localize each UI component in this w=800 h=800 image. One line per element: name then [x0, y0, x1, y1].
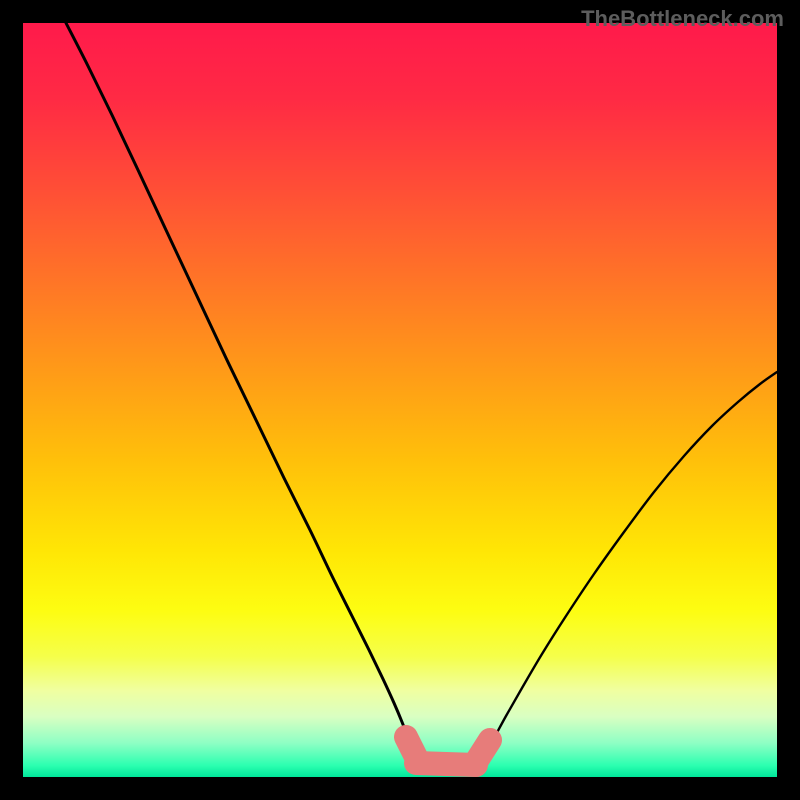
chart-frame: TheBottleneck.com [0, 0, 800, 800]
watermark-text: TheBottleneck.com [581, 6, 784, 31]
marker-capsule-2 [476, 740, 490, 762]
plot-background [23, 23, 777, 777]
plot-svg: TheBottleneck.com [0, 0, 800, 800]
